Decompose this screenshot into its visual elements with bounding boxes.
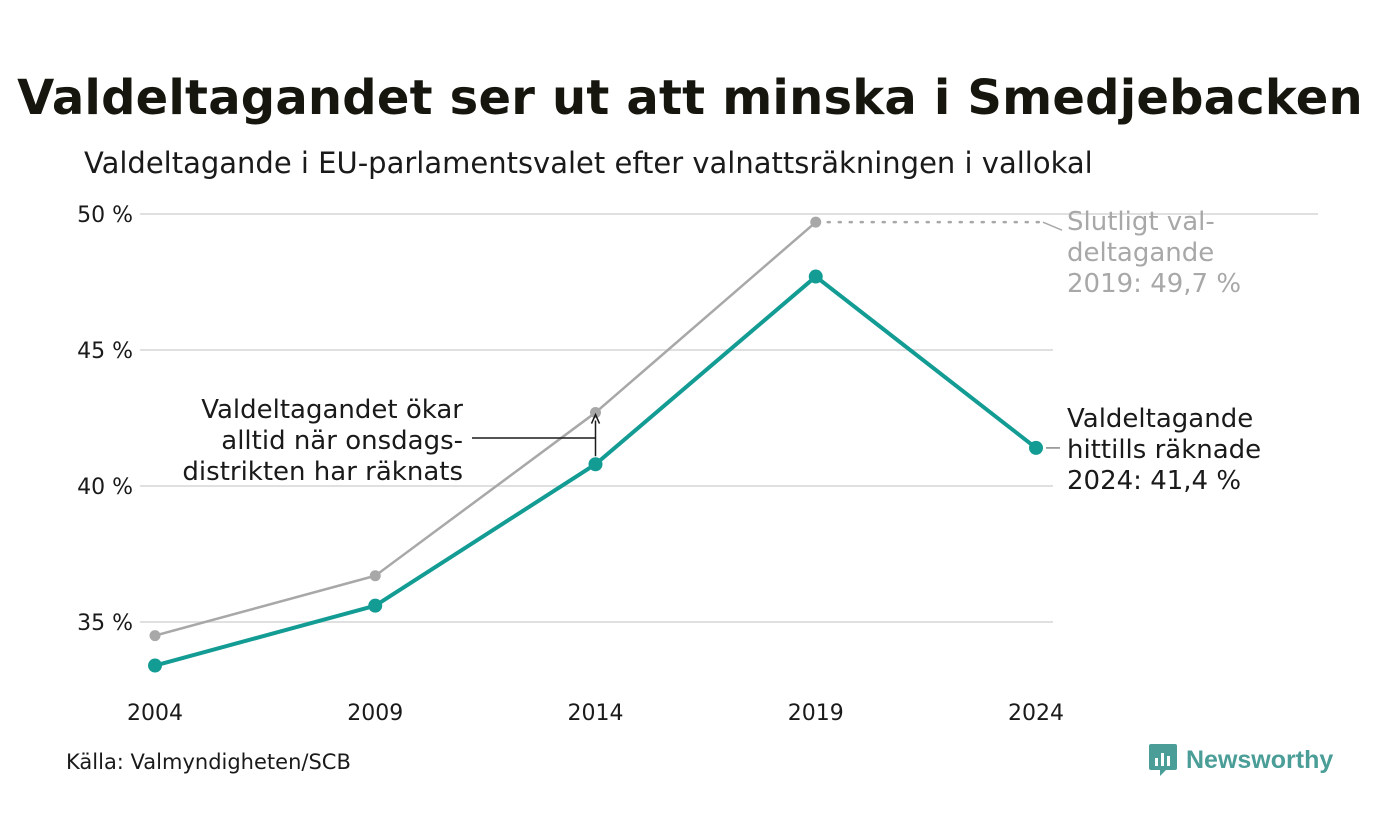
wednesday-annotation-line-1: Valdeltagandet ökar (201, 395, 463, 425)
current-2024-annotation-line-1: Valdeltagande (1067, 404, 1253, 434)
election-night-series-point-2024 (1029, 440, 1043, 455)
chart-title: Valdeltagandet ser ut att minska i Smedj… (17, 70, 1363, 126)
final-series-line (153, 220, 817, 637)
election-night-series-point-2019 (808, 269, 823, 284)
x-tick-label-2004: 2004 (127, 701, 183, 726)
y-tick-label-35: 35 % (77, 611, 133, 636)
source-note: Källa: Valmyndigheten/SCB (66, 750, 351, 774)
chart-subtitle: Valdeltagande i EU-parlamentsvalet efter… (84, 146, 1093, 180)
y-tick-label-50: 50 % (77, 203, 133, 228)
current-2024-annotation-line-3: 2024: 41,4 % (1067, 466, 1241, 496)
final-2019-leader-tick (1042, 221, 1063, 231)
wednesday-annotation-line-3: distrikten har räknats (182, 457, 463, 487)
x-tick-label-2019: 2019 (788, 701, 844, 726)
final-series-point-2004 (149, 630, 161, 642)
election-night-series-point-2004 (148, 658, 162, 673)
wednesday-annotation-line-2: alltid när onsdags- (221, 426, 463, 456)
y-tick-label-45: 45 % (77, 339, 133, 364)
election-night-series-point-2014 (588, 457, 603, 472)
election-night-series-point-2009 (368, 598, 383, 613)
x-tick-label-2009: 2009 (347, 701, 403, 726)
final-2019-annotation-line-2: deltagande (1067, 238, 1214, 268)
y-tick-label-40: 40 % (77, 475, 133, 500)
current-2024-annotation-line-2: hittills räknade (1067, 435, 1261, 465)
final-2019-annotation-line-1: Slutligt val- (1067, 207, 1215, 237)
final-series-point-2009 (369, 570, 381, 582)
final-2019-annotation-line-3: 2019: 49,7 % (1067, 269, 1241, 299)
newsworthy-logo-icon (1149, 744, 1177, 776)
wednesday-arrowhead (590, 412, 601, 424)
x-tick-label-2014: 2014 (568, 701, 624, 726)
newsworthy-logo: Newsworthy (1148, 742, 1333, 778)
brand-name: Newsworthy (1186, 745, 1334, 774)
final-series-point-2014 (590, 407, 601, 419)
x-tick-label-2024: 2024 (1008, 701, 1064, 726)
final-series-point-2019 (810, 216, 822, 228)
